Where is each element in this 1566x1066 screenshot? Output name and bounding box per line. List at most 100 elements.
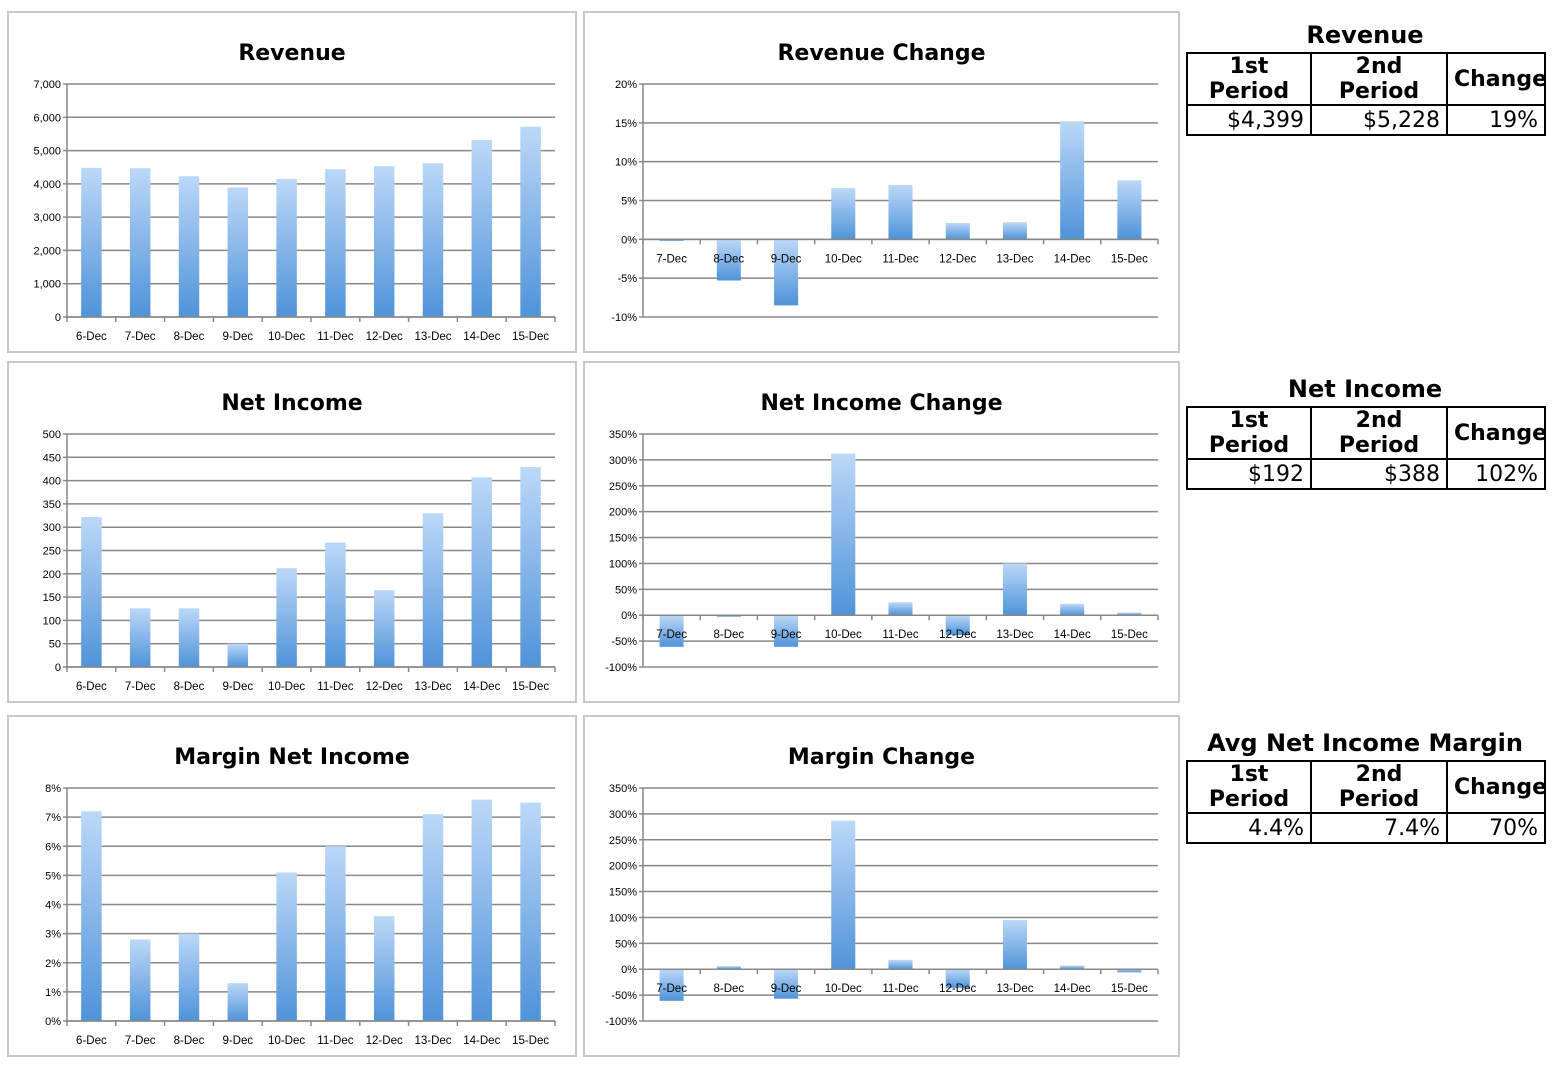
x-tick-label: 13-Dec bbox=[996, 253, 1033, 265]
bar-11-Dec bbox=[888, 959, 913, 970]
x-tick-label: 11-Dec bbox=[882, 983, 918, 995]
revenue-change-chart-panel: Revenue Change -10% -5% 0% 5% 10% 15% 20% 7-Dec… bbox=[583, 11, 1180, 353]
net-income-chart-panel: Net Income 0 50 100 150 200 250 300 350 400 450 50… bbox=[7, 361, 577, 703]
y-tick-label: 150% bbox=[609, 533, 637, 545]
bar-14-Dec bbox=[471, 139, 493, 317]
revenue-summary-table: 1st Period 2nd Period Change $4,399 $5,2… bbox=[1186, 52, 1547, 136]
y-tick-label: 0% bbox=[621, 610, 637, 622]
net-income-chart-title: Net Income bbox=[221, 391, 363, 416]
net-income-summary: Net Income 1st Period 2nd Period Change … bbox=[1186, 372, 1547, 490]
x-tick-label: 11-Dec bbox=[882, 253, 918, 265]
bar-8-Dec bbox=[178, 176, 200, 317]
bar-13-Dec bbox=[1002, 222, 1027, 240]
y-tick-label: 15% bbox=[615, 118, 637, 130]
summary-value-first-period: $4,399 bbox=[1186, 104, 1312, 136]
x-tick-label: 9-Dec bbox=[771, 983, 802, 995]
revenue-change-chart: -10% -5% 0% 5% 10% 15% 20% 7-Dec 8-Dec 9-Dec 10-De… bbox=[611, 79, 1159, 324]
y-tick-label: 50% bbox=[615, 584, 637, 596]
summary-header-first-period: 1st Period bbox=[1186, 52, 1312, 106]
bar-8-Dec bbox=[716, 966, 741, 970]
summary-value-second-period: $5,228 bbox=[1310, 104, 1448, 136]
x-tick-label: 12-Dec bbox=[939, 629, 976, 641]
summary-value-second-period: $388 bbox=[1310, 458, 1448, 490]
y-tick-label: 0% bbox=[621, 234, 637, 246]
x-tick-label: 15-Dec bbox=[512, 1035, 549, 1047]
net-income-chart: 0 50 100 150 200 250 300 350 400 450 500 6-Dec 7-Dec… bbox=[43, 429, 556, 693]
y-tick-label: 1% bbox=[45, 987, 61, 999]
x-tick-label: 7-Dec bbox=[125, 1035, 156, 1047]
x-tick-label: 14-Dec bbox=[1054, 629, 1091, 641]
x-tick-label: 7-Dec bbox=[656, 983, 687, 995]
margin-net-income-chart-title: Margin Net Income bbox=[174, 745, 410, 770]
y-tick-label: 350% bbox=[609, 783, 637, 795]
y-tick-label: 300 bbox=[43, 522, 61, 534]
y-tick-label: 3% bbox=[45, 929, 61, 941]
x-tick-label: 15-Dec bbox=[512, 331, 549, 343]
bar-15-Dec bbox=[1117, 180, 1142, 240]
bar-9-Dec bbox=[774, 615, 799, 647]
net-income-change-chart-title: Net Income Change bbox=[760, 391, 1003, 416]
x-tick-label: 12-Dec bbox=[366, 1035, 403, 1047]
bar-13-Dec bbox=[422, 163, 444, 317]
bar-15-Dec bbox=[1117, 969, 1142, 973]
x-tick-label: 11-Dec bbox=[317, 1035, 353, 1047]
bar-8-Dec bbox=[178, 933, 200, 1021]
y-tick-label: -50% bbox=[611, 990, 637, 1002]
y-tick-label: 200% bbox=[609, 861, 637, 873]
y-tick-label: 8% bbox=[45, 783, 61, 795]
x-tick-label: 11-Dec bbox=[882, 629, 918, 641]
x-tick-label: 6-Dec bbox=[76, 331, 107, 343]
x-tick-label: 14-Dec bbox=[463, 681, 500, 693]
y-tick-label: -5% bbox=[617, 273, 637, 285]
x-tick-label: 10-Dec bbox=[268, 331, 305, 343]
bar-10-Dec bbox=[831, 453, 856, 616]
x-tick-label: 12-Dec bbox=[939, 983, 976, 995]
y-tick-label: 6% bbox=[45, 841, 61, 853]
y-tick-label: 20% bbox=[615, 79, 637, 91]
x-tick-label: 9-Dec bbox=[222, 681, 253, 693]
summary-header-row: 1st Period 2nd Period Change bbox=[1186, 760, 1547, 814]
y-tick-label: 0% bbox=[621, 964, 637, 976]
summary-header-first-period: 1st Period bbox=[1186, 760, 1312, 814]
bar-11-Dec bbox=[325, 169, 346, 317]
bar-12-Dec bbox=[945, 223, 970, 240]
bar-14-Dec bbox=[1060, 965, 1085, 970]
bar-8-Dec bbox=[178, 608, 200, 667]
x-tick-label: 8-Dec bbox=[713, 629, 744, 641]
y-tick-label: 350% bbox=[609, 429, 637, 441]
revenue-chart-title: Revenue bbox=[238, 41, 346, 66]
y-tick-label: 7,000 bbox=[33, 79, 61, 91]
bar-6-Dec bbox=[81, 516, 102, 667]
x-tick-label: 13-Dec bbox=[996, 629, 1033, 641]
summary-header-second-period: 2nd Period bbox=[1310, 760, 1448, 814]
summary-header-change: Change bbox=[1446, 760, 1547, 814]
x-tick-label: 14-Dec bbox=[463, 1035, 500, 1047]
revenue-change-chart-title: Revenue Change bbox=[777, 41, 986, 66]
bar-12-Dec bbox=[373, 916, 395, 1021]
summary-value-second-period: 7.4% bbox=[1310, 812, 1448, 844]
y-tick-label: -50% bbox=[611, 636, 637, 648]
revenue-chart-panel: Revenue 0 1,000 2,000 3,000 4,000 5,000 6,000 7… bbox=[7, 11, 577, 353]
x-tick-label: 14-Dec bbox=[1054, 983, 1091, 995]
bar-11-Dec bbox=[888, 602, 913, 616]
y-tick-label: 100 bbox=[43, 615, 61, 627]
bar-10-Dec bbox=[276, 568, 297, 667]
summary-header-second-period: 2nd Period bbox=[1310, 52, 1448, 106]
x-tick-label: 15-Dec bbox=[1111, 253, 1148, 265]
summary-value-first-period: $192 bbox=[1186, 458, 1312, 490]
bar-13-Dec bbox=[1002, 920, 1027, 970]
y-tick-label: 7% bbox=[45, 812, 61, 824]
x-tick-label: 11-Dec bbox=[317, 331, 353, 343]
bar-15-Dec bbox=[520, 802, 541, 1021]
x-tick-label: 12-Dec bbox=[939, 253, 976, 265]
y-tick-label: 6,000 bbox=[33, 112, 61, 124]
x-tick-label: 15-Dec bbox=[512, 681, 549, 693]
summary-value-first-period: 4.4% bbox=[1186, 812, 1312, 844]
bar-7-Dec bbox=[129, 939, 151, 1021]
bar-14-Dec bbox=[471, 477, 493, 667]
x-tick-label: 10-Dec bbox=[268, 681, 305, 693]
bar-12-Dec bbox=[945, 969, 970, 988]
y-tick-label: 5% bbox=[621, 196, 637, 208]
x-tick-label: 8-Dec bbox=[174, 331, 205, 343]
summary-header-second-period: 2nd Period bbox=[1310, 406, 1448, 460]
